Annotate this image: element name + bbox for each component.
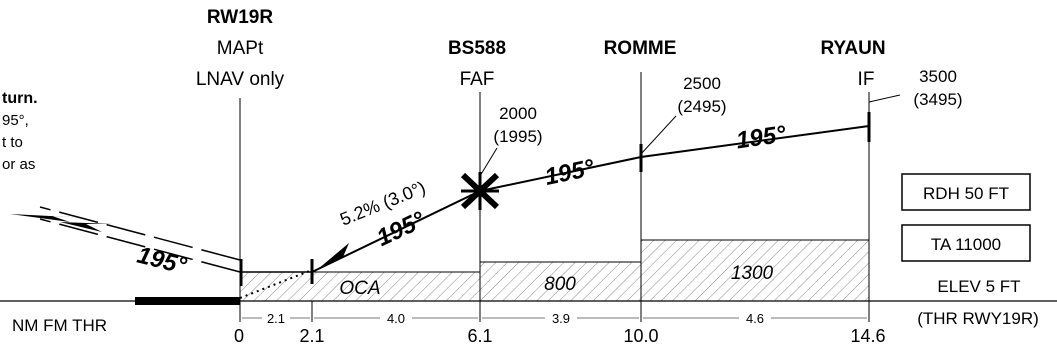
segment-distance-1: 2.1 [267,311,285,326]
scale-label: NM FM THR [12,316,107,335]
altitude-bs588: 2000 [499,104,537,123]
segment-distance-3: 3.9 [552,311,570,326]
fix-note-rw19r: LNAV only [196,69,285,90]
altitude-qnh-bs588: (1995) [493,127,542,146]
rdh-label: RDH 50 FT [923,184,1009,203]
leader-3500 [868,94,901,103]
track-label-ryaun-romme: 195° [734,121,787,155]
oca-area-romme-ryaun [640,239,870,302]
oca-value-faf-romme: 800 [544,274,576,295]
fix-name-romme: ROMME [604,38,677,59]
oca-label: OCA [339,278,380,299]
fix-role-bs588: FAF [460,69,495,90]
distance-romme: 10.0 [623,326,658,346]
missed-note-line-3: t to [2,134,23,151]
segment-distance-2: 4.0 [387,311,405,326]
oca-area-mapt-faf [239,271,481,302]
leader-2000 [479,147,498,177]
distance-bs588: 6.1 [467,326,492,346]
rdh-box [901,173,1031,211]
altitude-ryaun: 3500 [919,67,957,86]
track-label-romme-faf: 195° [542,154,597,191]
missed-approach-track [10,206,241,273]
faf-cross-symbol [460,172,500,210]
ta-label: TA 11000 [931,235,1001,254]
altitude-romme: 2500 [683,74,721,93]
fix-name-rw19r: RW19R [207,7,273,28]
altitude-qnh-romme: (2495) [677,97,726,116]
missed-note-line-4: or as [2,156,35,173]
glide-path [311,125,870,273]
oca-value-romme-ryaun: 1300 [731,263,774,284]
oca-area-faf-romme [479,261,642,302]
scale-ref: (THR RWY19R) [917,309,1039,328]
fix-name-bs588: BS588 [448,38,506,59]
missed-note-line-1: turn. [2,90,38,107]
ta-box [901,224,1031,262]
distance-ryaun: 14.6 [850,326,885,346]
leader-2500 [640,115,677,155]
distance-ticks [239,301,870,322]
missed-note-line-2: 95°, [2,112,29,129]
altitude-qnh-ryaun: (3495) [913,90,962,109]
glide-path-arrowhead [318,243,353,269]
visual-segment [239,269,313,299]
fix-role-ryaun: IF [858,69,875,90]
fix-name-ryaun: RYAUN [820,38,885,59]
segment-distance-4: 4.6 [746,311,764,326]
elev-label: ELEV 5 FT [937,277,1020,296]
track-label-missed: 195° [134,242,189,280]
runway-bar [135,297,240,305]
distance-rw19r: 0 [234,326,244,346]
fix-role-rw19r: MAPt [217,38,264,59]
distance-2-1: 2.1 [299,326,324,346]
